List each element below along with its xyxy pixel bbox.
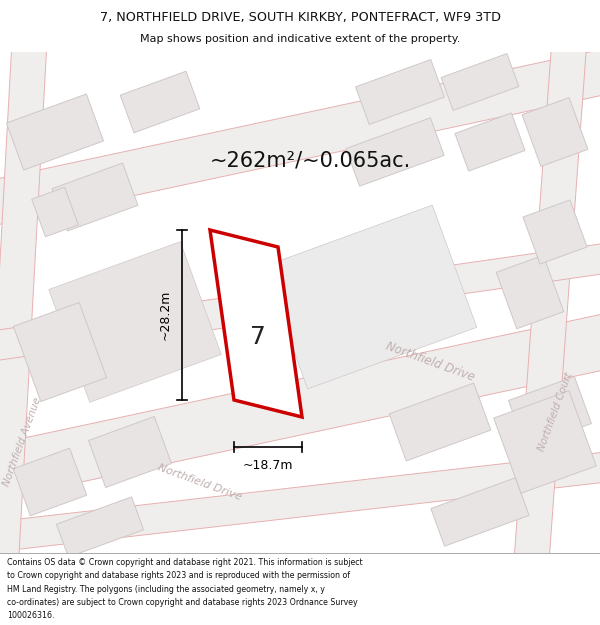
Text: Northfield Court: Northfield Court <box>536 371 574 453</box>
Polygon shape <box>0 305 600 509</box>
Polygon shape <box>346 118 444 186</box>
Polygon shape <box>0 40 600 234</box>
Text: 7: 7 <box>250 325 266 349</box>
Text: Contains OS data © Crown copyright and database right 2021. This information is : Contains OS data © Crown copyright and d… <box>7 558 363 567</box>
Text: Northfield Drive: Northfield Drive <box>157 462 244 502</box>
Polygon shape <box>0 447 600 557</box>
Text: Map shows position and indicative extent of the property.: Map shows position and indicative extent… <box>140 34 460 44</box>
Polygon shape <box>89 416 172 488</box>
Polygon shape <box>494 391 596 493</box>
Polygon shape <box>49 242 221 402</box>
Polygon shape <box>32 188 78 237</box>
Polygon shape <box>13 448 87 516</box>
Text: ~262m²/~0.065ac.: ~262m²/~0.065ac. <box>209 150 410 170</box>
Text: 100026316.: 100026316. <box>7 611 55 621</box>
Polygon shape <box>523 200 587 264</box>
Polygon shape <box>509 376 592 448</box>
Polygon shape <box>7 94 103 170</box>
Text: ~28.2m: ~28.2m <box>159 290 172 340</box>
Text: ~18.7m: ~18.7m <box>243 459 293 472</box>
Polygon shape <box>496 255 564 329</box>
Polygon shape <box>455 113 525 171</box>
Polygon shape <box>52 163 138 231</box>
Text: Northfield Drive: Northfield Drive <box>384 340 476 384</box>
Text: 7, NORTHFIELD DRIVE, SOUTH KIRKBY, PONTEFRACT, WF9 3TD: 7, NORTHFIELD DRIVE, SOUTH KIRKBY, PONTE… <box>100 11 500 24</box>
Polygon shape <box>0 237 600 367</box>
Polygon shape <box>389 383 491 461</box>
Polygon shape <box>0 31 47 583</box>
Polygon shape <box>263 205 477 389</box>
Polygon shape <box>56 497 143 557</box>
Polygon shape <box>431 478 529 546</box>
Polygon shape <box>120 71 200 132</box>
Text: to Crown copyright and database rights 2023 and is reproduced with the permissio: to Crown copyright and database rights 2… <box>7 571 350 581</box>
Polygon shape <box>356 59 445 124</box>
Text: HM Land Registry. The polygons (including the associated geometry, namely x, y: HM Land Registry. The polygons (includin… <box>7 584 325 594</box>
Polygon shape <box>522 98 588 166</box>
Text: co-ordinates) are subject to Crown copyright and database rights 2023 Ordnance S: co-ordinates) are subject to Crown copyr… <box>7 598 358 607</box>
Polygon shape <box>441 54 519 111</box>
Polygon shape <box>13 302 107 401</box>
Text: Northfield Avenue: Northfield Avenue <box>1 396 43 488</box>
Polygon shape <box>512 31 587 583</box>
Polygon shape <box>210 230 302 417</box>
